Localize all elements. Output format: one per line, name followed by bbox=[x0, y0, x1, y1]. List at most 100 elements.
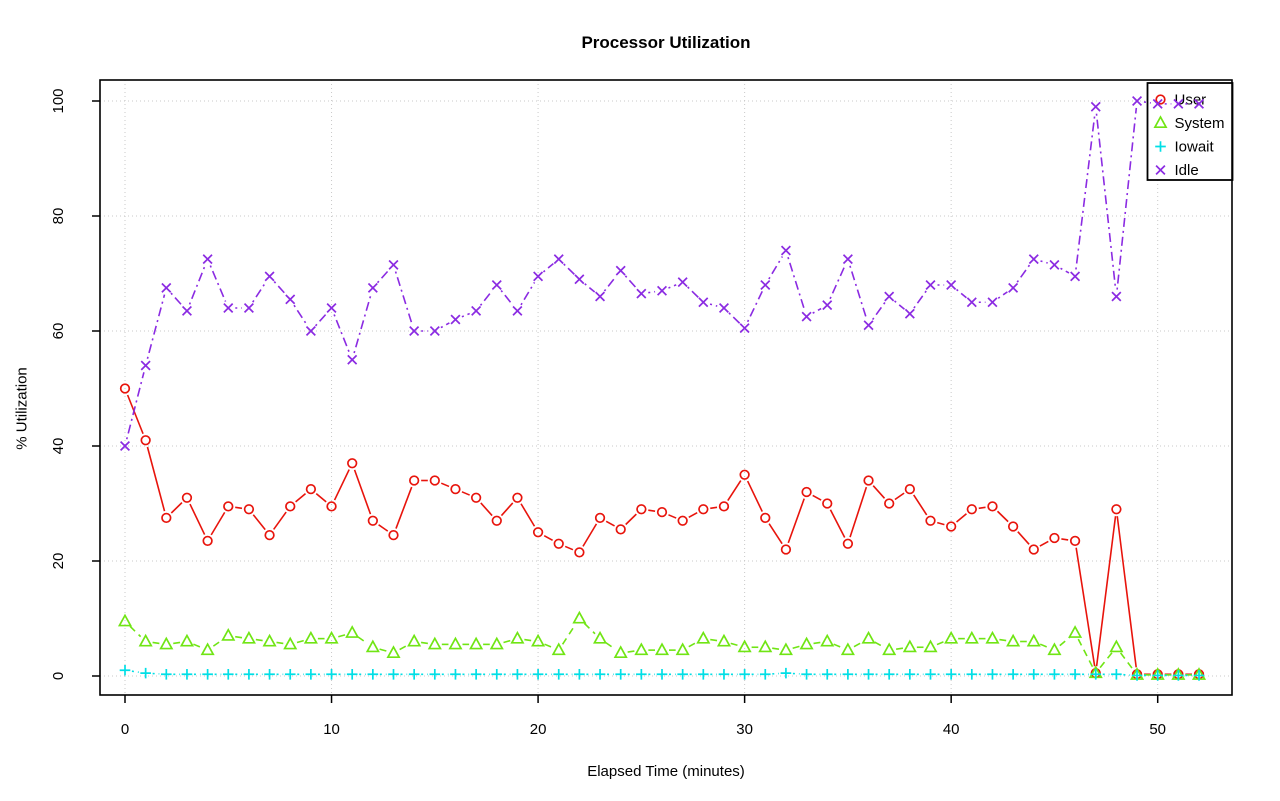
series-segment-idle bbox=[687, 286, 699, 298]
series-segment-system bbox=[853, 641, 863, 648]
x-tick-label: 10 bbox=[323, 721, 340, 738]
x-marker bbox=[987, 297, 998, 308]
plus-marker bbox=[801, 668, 812, 680]
plus-marker bbox=[1131, 670, 1143, 681]
x-marker bbox=[1070, 271, 1081, 282]
series-segment-user bbox=[582, 523, 598, 547]
triangle-marker bbox=[262, 633, 277, 647]
triangle-marker bbox=[985, 630, 1000, 644]
circle-marker bbox=[615, 524, 626, 535]
x-marker bbox=[884, 291, 895, 302]
triangle-marker bbox=[1109, 639, 1124, 653]
circle-marker bbox=[1069, 535, 1081, 547]
series-segment-idle bbox=[849, 265, 868, 319]
triangle-marker bbox=[179, 633, 194, 647]
series-segment-idle bbox=[252, 281, 267, 303]
series-segment-system bbox=[152, 641, 160, 645]
triangle-marker bbox=[303, 630, 318, 644]
x-marker bbox=[1111, 291, 1122, 302]
x-marker bbox=[533, 271, 544, 282]
series-segment-idle bbox=[584, 283, 596, 293]
y-tick-label: 100 bbox=[50, 88, 67, 113]
x-marker bbox=[305, 325, 316, 337]
series-segment-user bbox=[395, 486, 413, 529]
circle-marker bbox=[285, 501, 296, 512]
triangle-marker bbox=[634, 642, 649, 656]
plus-marker bbox=[326, 668, 337, 680]
series-segment-user bbox=[564, 545, 574, 551]
y-tick-label: 80 bbox=[50, 208, 67, 225]
series-segment-system bbox=[583, 622, 596, 635]
triangle-marker bbox=[200, 642, 215, 656]
triangle-marker bbox=[696, 630, 711, 644]
x-marker bbox=[739, 323, 750, 334]
series-segment-system bbox=[561, 623, 577, 645]
x-marker bbox=[1008, 282, 1019, 293]
series-segment-system bbox=[420, 641, 428, 645]
x-marker bbox=[1132, 95, 1143, 107]
series-segment-user bbox=[1061, 538, 1069, 541]
series-segment-user bbox=[996, 510, 1009, 523]
circle-marker bbox=[140, 435, 151, 446]
series-segment-user bbox=[520, 503, 536, 527]
circle-marker bbox=[264, 529, 275, 541]
series-segment-system bbox=[524, 638, 532, 642]
series-segment-user bbox=[1017, 531, 1030, 545]
plus-marker bbox=[698, 668, 709, 680]
series-segment-user bbox=[1095, 516, 1117, 667]
series-segment-system bbox=[999, 638, 1007, 642]
triangle-marker bbox=[944, 630, 959, 644]
series-segment-user bbox=[829, 509, 846, 538]
legend-label: Iowait bbox=[1175, 139, 1215, 156]
circle-marker bbox=[904, 483, 916, 495]
circle-marker bbox=[966, 504, 977, 515]
x-marker bbox=[1028, 254, 1039, 265]
series-segment-user bbox=[956, 513, 967, 523]
circle-marker bbox=[388, 529, 399, 541]
series-segment-system bbox=[730, 642, 739, 647]
series-segment-system bbox=[1059, 636, 1071, 647]
plus-marker bbox=[119, 664, 131, 676]
circle-marker bbox=[677, 515, 688, 526]
plus-marker bbox=[842, 668, 854, 680]
plus-marker bbox=[346, 668, 358, 680]
x-marker bbox=[285, 294, 296, 305]
series-segment-user bbox=[1075, 547, 1096, 667]
series-segment-idle bbox=[997, 291, 1008, 299]
plot-box bbox=[99, 79, 1233, 696]
series-segment-system bbox=[813, 641, 821, 645]
triangle-marker bbox=[1026, 633, 1041, 647]
x-marker bbox=[760, 279, 771, 291]
series-segment-system bbox=[874, 641, 884, 648]
plus-marker bbox=[1111, 668, 1122, 680]
triangle-marker bbox=[737, 639, 752, 653]
series-segment-system bbox=[936, 640, 946, 646]
x-marker bbox=[512, 305, 523, 316]
series-segment-idle bbox=[440, 322, 450, 329]
plus-marker bbox=[615, 668, 626, 680]
series-segment-system bbox=[1039, 643, 1049, 649]
plus-marker bbox=[181, 668, 193, 680]
series-segment-system bbox=[772, 647, 780, 650]
circle-marker bbox=[532, 527, 544, 538]
circle-marker bbox=[161, 512, 172, 524]
series-segment-user bbox=[710, 506, 718, 510]
triangle-marker bbox=[840, 642, 855, 656]
circle-marker bbox=[450, 483, 461, 495]
x-marker bbox=[842, 254, 853, 265]
series-segment-system bbox=[503, 639, 511, 644]
x-marker bbox=[718, 302, 729, 314]
series-segment-idle bbox=[293, 304, 308, 326]
triangle-marker bbox=[510, 630, 525, 644]
plus-marker bbox=[264, 668, 275, 680]
plus-marker bbox=[656, 668, 668, 680]
series-segment-idle bbox=[812, 307, 822, 314]
circle-marker bbox=[987, 501, 998, 512]
series-segment-user bbox=[189, 503, 206, 535]
series-segment-user bbox=[315, 492, 327, 503]
series-segment-idle bbox=[1016, 264, 1031, 283]
circle-marker bbox=[347, 458, 358, 469]
series-segment-system bbox=[688, 641, 698, 648]
series-segment-system bbox=[605, 641, 616, 650]
series-segment-idle bbox=[787, 256, 806, 311]
